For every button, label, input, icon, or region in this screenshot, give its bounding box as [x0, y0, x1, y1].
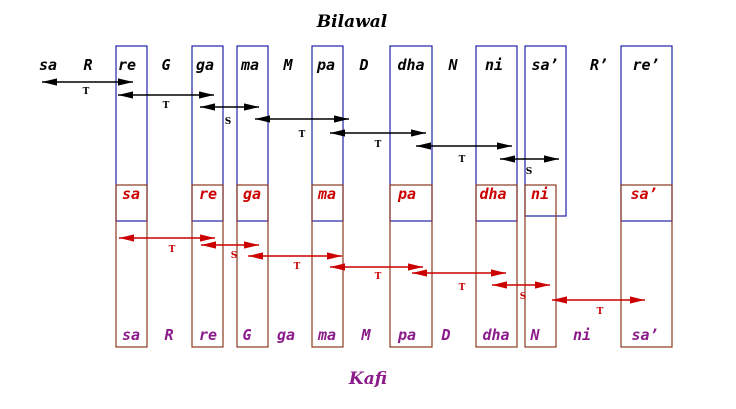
kafi-mid-note-sa-upper: sa’	[630, 185, 657, 203]
kafi-note-ni: ni	[573, 326, 591, 344]
kafi-arrowhead-right	[630, 296, 645, 304]
bilawal-note-re-upper: re’	[632, 56, 659, 74]
bilawal-interval-label: S	[526, 167, 533, 177]
kafi-note-R: R	[164, 326, 173, 344]
bilawal-note-D: D	[358, 56, 368, 74]
bilawal-note-re: re	[118, 56, 136, 74]
bilawal-interval-label: T	[375, 140, 382, 150]
kafi-note-sa-upper: sa’	[631, 326, 658, 344]
bilawal-arrowhead-left	[330, 129, 345, 137]
kafi-box-ni	[524, 184, 557, 348]
bilawal-note-dha: dha	[397, 56, 424, 74]
bilawal-note-ma: ma	[240, 56, 259, 74]
kafi-arrowhead-right	[491, 269, 506, 277]
kafi-box-sa	[115, 184, 148, 348]
bilawal-arrowhead-left	[42, 78, 57, 86]
kafi-box-dha	[475, 184, 518, 348]
kafi-note-ga: ga	[277, 326, 295, 344]
bilawal-note-G: G	[161, 56, 170, 74]
bilawal-interval-label: T	[459, 155, 466, 165]
kafi-arrowhead-left	[119, 234, 134, 242]
bilawal-arrowhead-right	[411, 129, 426, 137]
kafi-interval-label: T	[169, 245, 176, 255]
kafi-arrowhead-left	[201, 241, 216, 249]
kafi-arrowhead-right	[408, 263, 423, 271]
bilawal-note-R: R	[83, 56, 92, 74]
kafi-mid-note-ga: ga	[243, 185, 261, 203]
kafi-mid-note-re: re	[199, 185, 217, 203]
kafi-box-pa	[389, 184, 433, 348]
kafi-mid-note-ni: ni	[531, 185, 549, 203]
bilawal-interval-label: T	[299, 130, 306, 140]
kafi-note-N: N	[529, 326, 540, 344]
kafi-note-dha: dha	[482, 326, 509, 344]
bilawal-arrowhead-left	[200, 103, 215, 111]
kafi-box-sa-upper	[620, 184, 673, 348]
bilawal-arrowhead-right	[544, 155, 559, 163]
bilawal-arrowhead-right	[244, 103, 259, 111]
kafi-interval-label: T	[597, 307, 604, 317]
kafi-note-D: D	[440, 326, 450, 344]
kafi-arrowhead-right	[327, 252, 342, 260]
kafi-note-ma: ma	[317, 326, 336, 344]
bilawal-note-R-upper: R’	[590, 56, 608, 74]
kafi-arrowhead-left	[412, 269, 427, 277]
bilawal-arrowhead-left	[416, 142, 431, 150]
kafi-interval-label: T	[459, 283, 466, 293]
kafi-mid-note-dha: dha	[479, 185, 506, 203]
kafi-arrowhead-left	[492, 281, 507, 289]
kafi-title: Kafi	[348, 369, 387, 389]
bilawal-box-ga	[191, 45, 224, 222]
kafi-box-ga	[236, 184, 269, 348]
kafi-box-re	[191, 184, 224, 348]
kafi-mid-note-pa: pa	[397, 185, 416, 203]
kafi-interval-label: T	[375, 272, 382, 282]
kafi-arrowhead-left	[248, 252, 263, 260]
bilawal-arrowhead-right	[118, 78, 133, 86]
kafi-interval-label: S	[520, 292, 527, 302]
bilawal-arrowhead-left	[118, 91, 133, 99]
bilawal-box-ni	[475, 45, 518, 222]
bilawal-box-sa-upper	[524, 45, 567, 217]
kafi-note-pa: pa	[397, 326, 416, 344]
bilawal-note-sa-upper: sa’	[531, 56, 558, 74]
kafi-arrowhead-right	[244, 241, 259, 249]
bilawal-title: Bilawal	[316, 12, 388, 32]
bilawal-interval-label: T	[163, 101, 170, 111]
kafi-mid-note-sa: sa	[122, 185, 140, 203]
kafi-mid-note-ma: ma	[317, 185, 336, 203]
bilawal-arrowhead-right	[334, 115, 349, 123]
bilawal-note-N: N	[447, 56, 458, 74]
bilawal-arrowhead-right	[199, 91, 214, 99]
kafi-note-M: M	[360, 326, 371, 344]
kafi-arrowhead-right	[535, 281, 550, 289]
kafi-arrowhead-left	[552, 296, 567, 304]
kafi-arrowhead-right	[200, 234, 215, 242]
bilawal-arrowhead-left	[500, 155, 515, 163]
kafi-arrowhead-left	[330, 263, 345, 271]
bilawal-note-pa: pa	[316, 56, 335, 74]
kafi-interval-label: T	[294, 262, 301, 272]
kafi-note-sa: sa	[122, 326, 140, 344]
bilawal-box-ma	[236, 45, 269, 222]
kafi-interval-label: S	[231, 251, 238, 261]
bilawal-box-re	[115, 45, 148, 222]
bilawal-arrowhead-right	[497, 142, 512, 150]
bilawal-note-sa: sa	[39, 56, 57, 74]
kafi-note-re: re	[199, 326, 217, 344]
bilawal-note-M: M	[282, 56, 293, 74]
bilawal-note-ga: ga	[196, 56, 214, 74]
bilawal-arrowhead-left	[255, 115, 270, 123]
bilawal-box-re-upper	[620, 45, 673, 222]
bilawal-interval-label: S	[225, 117, 232, 127]
bilawal-interval-label: T	[83, 87, 90, 97]
kafi-note-G: G	[242, 326, 251, 344]
bilawal-note-ni: ni	[485, 56, 503, 74]
